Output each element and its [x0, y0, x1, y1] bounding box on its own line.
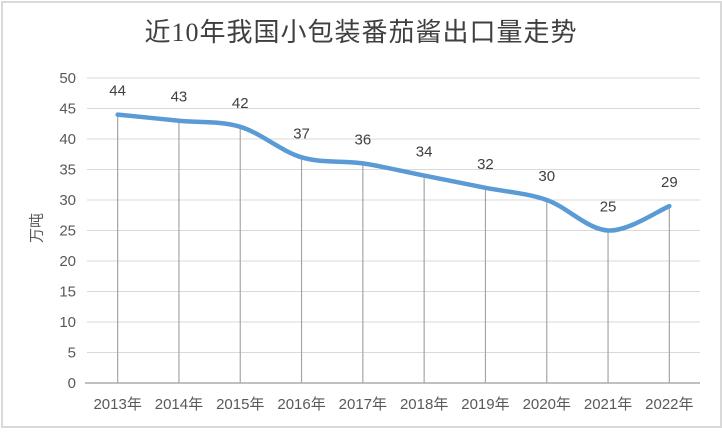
y-tick-label: 20	[59, 253, 76, 270]
data-label: 30	[538, 168, 555, 185]
y-tick-label: 0	[68, 375, 76, 392]
data-label: 42	[232, 95, 249, 112]
data-label: 25	[600, 199, 617, 216]
x-tick-label: 2018年	[400, 396, 448, 413]
y-tick-label: 40	[59, 131, 76, 148]
x-tick-label: 2019年	[461, 396, 509, 413]
x-tick-label: 2013年	[93, 396, 141, 413]
y-tick-label: 50	[59, 70, 76, 87]
series-line	[115, 112, 672, 233]
x-tick-label: 2017年	[339, 396, 387, 413]
x-tick-label: 2015年	[216, 396, 264, 413]
y-tick-label: 25	[59, 223, 76, 240]
data-label: 32	[477, 156, 494, 173]
x-tick-label: 2020年	[523, 396, 571, 413]
y-tick-label: 30	[59, 192, 76, 209]
data-label: 36	[355, 131, 372, 148]
x-tick-label: 2016年	[277, 396, 325, 413]
chart-title: 近10年我国小包装番茄酱出口量走势	[144, 18, 578, 47]
x-tick-label: 2014年	[155, 396, 203, 413]
x-tick-label: 2021年	[584, 396, 632, 413]
y-tick-label: 5	[68, 345, 76, 362]
data-label: 44	[109, 83, 126, 100]
data-label: 29	[661, 174, 678, 191]
y-tick-label: 15	[59, 284, 76, 301]
data-label: 34	[416, 144, 433, 161]
x-tick-label: 2022年	[645, 396, 693, 413]
y-tick-label: 35	[59, 162, 76, 179]
y-tick-label: 45	[59, 101, 76, 118]
y-tick-label: 10	[59, 314, 76, 331]
data-label: 43	[171, 89, 188, 106]
data-label: 37	[293, 125, 310, 142]
